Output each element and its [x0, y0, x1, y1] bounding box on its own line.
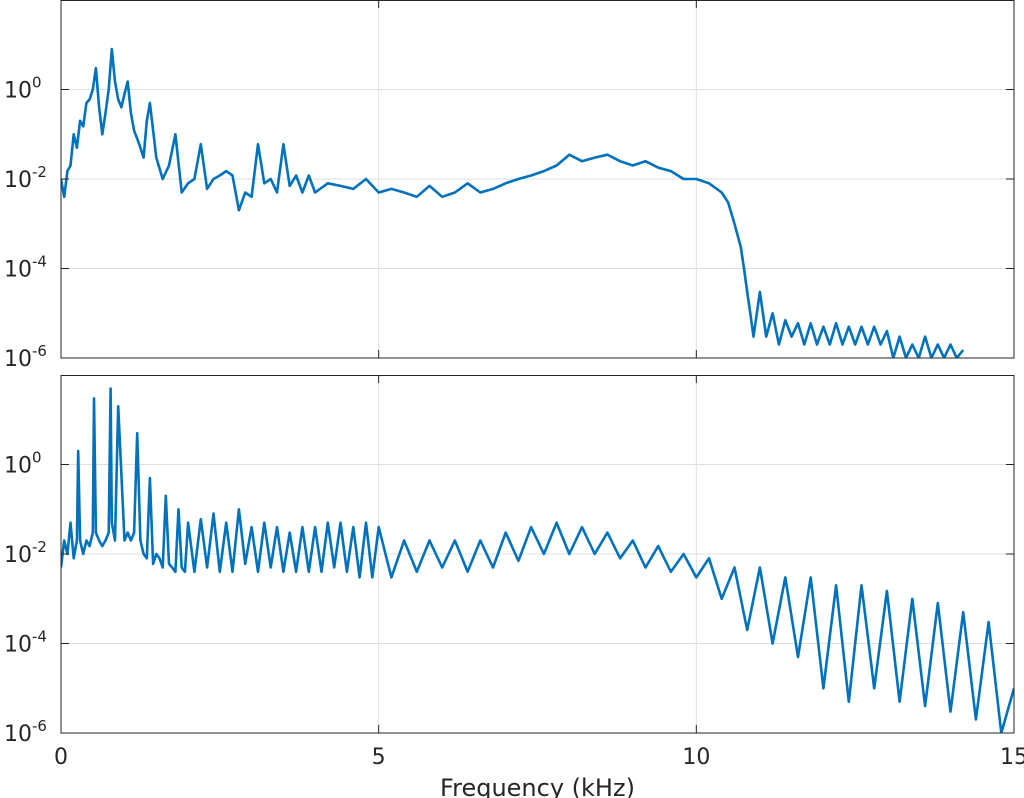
y-tick-label: 10-4 [4, 253, 47, 283]
y-tick-label: 10-6 [4, 717, 47, 747]
series-line-top [61, 47, 965, 358]
y-tick-label: 10-6 [4, 342, 47, 372]
x-tick-label: 5 [372, 745, 386, 770]
panel-top: 10-6 10-4 10-2 100 [4, 0, 1015, 372]
x-tick-label: 15 [1000, 745, 1024, 770]
y-tick-label: 100 [4, 74, 42, 104]
panel-bottom: 10-6 10-4 10-2 100 0 5 10 15 Frequency (kHz) [4, 375, 1024, 798]
y-tick-label: 10-4 [4, 628, 47, 658]
x-tick-label: 10 [682, 745, 710, 770]
x-axis-title: Frequency (kHz) [440, 774, 635, 798]
x-tick-label: 0 [54, 745, 68, 770]
y-tick-label: 100 [4, 449, 42, 479]
series-line-bottom [61, 387, 1014, 733]
y-tick-label: 10-2 [4, 538, 47, 568]
y-tick-label: 10-2 [4, 163, 47, 193]
